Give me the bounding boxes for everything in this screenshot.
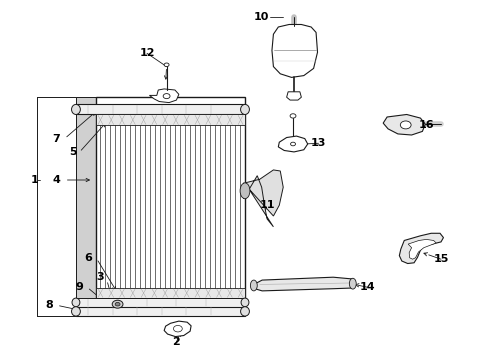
Ellipse shape [173,325,182,332]
Text: 6: 6 [84,253,92,264]
Polygon shape [96,114,245,125]
Polygon shape [149,89,179,103]
Polygon shape [408,239,436,259]
Polygon shape [76,97,96,313]
Ellipse shape [241,298,249,307]
Ellipse shape [250,280,257,291]
Text: 10: 10 [254,12,270,22]
Polygon shape [272,24,318,77]
Text: 2: 2 [172,337,180,347]
Ellipse shape [240,183,250,199]
Text: 4: 4 [52,175,60,185]
Text: 15: 15 [433,254,449,264]
Text: 16: 16 [418,120,434,130]
Polygon shape [287,92,301,100]
Text: 12: 12 [139,48,155,58]
Polygon shape [383,114,425,135]
Ellipse shape [115,302,120,306]
Polygon shape [399,233,443,264]
Polygon shape [76,104,245,114]
Ellipse shape [241,104,249,114]
Polygon shape [244,170,283,227]
Text: 13: 13 [311,138,326,148]
Text: 7: 7 [52,134,60,144]
Ellipse shape [163,94,170,99]
Polygon shape [278,136,308,152]
Ellipse shape [349,278,356,289]
Text: 9: 9 [75,282,83,292]
Text: 1: 1 [30,175,38,185]
Ellipse shape [291,142,295,146]
Ellipse shape [72,298,80,307]
Ellipse shape [72,104,80,114]
Polygon shape [96,288,245,298]
Polygon shape [76,298,245,307]
Text: 11: 11 [259,200,275,210]
Ellipse shape [241,307,249,316]
Ellipse shape [290,114,296,118]
Text: 8: 8 [45,300,53,310]
Ellipse shape [164,63,169,67]
Ellipse shape [400,121,411,129]
Polygon shape [96,97,245,313]
Ellipse shape [112,300,123,308]
Polygon shape [164,321,191,337]
Polygon shape [76,307,245,316]
Ellipse shape [72,307,80,316]
Polygon shape [254,277,353,291]
Text: 3: 3 [97,272,104,282]
Text: 14: 14 [360,282,375,292]
Text: 5: 5 [69,147,76,157]
